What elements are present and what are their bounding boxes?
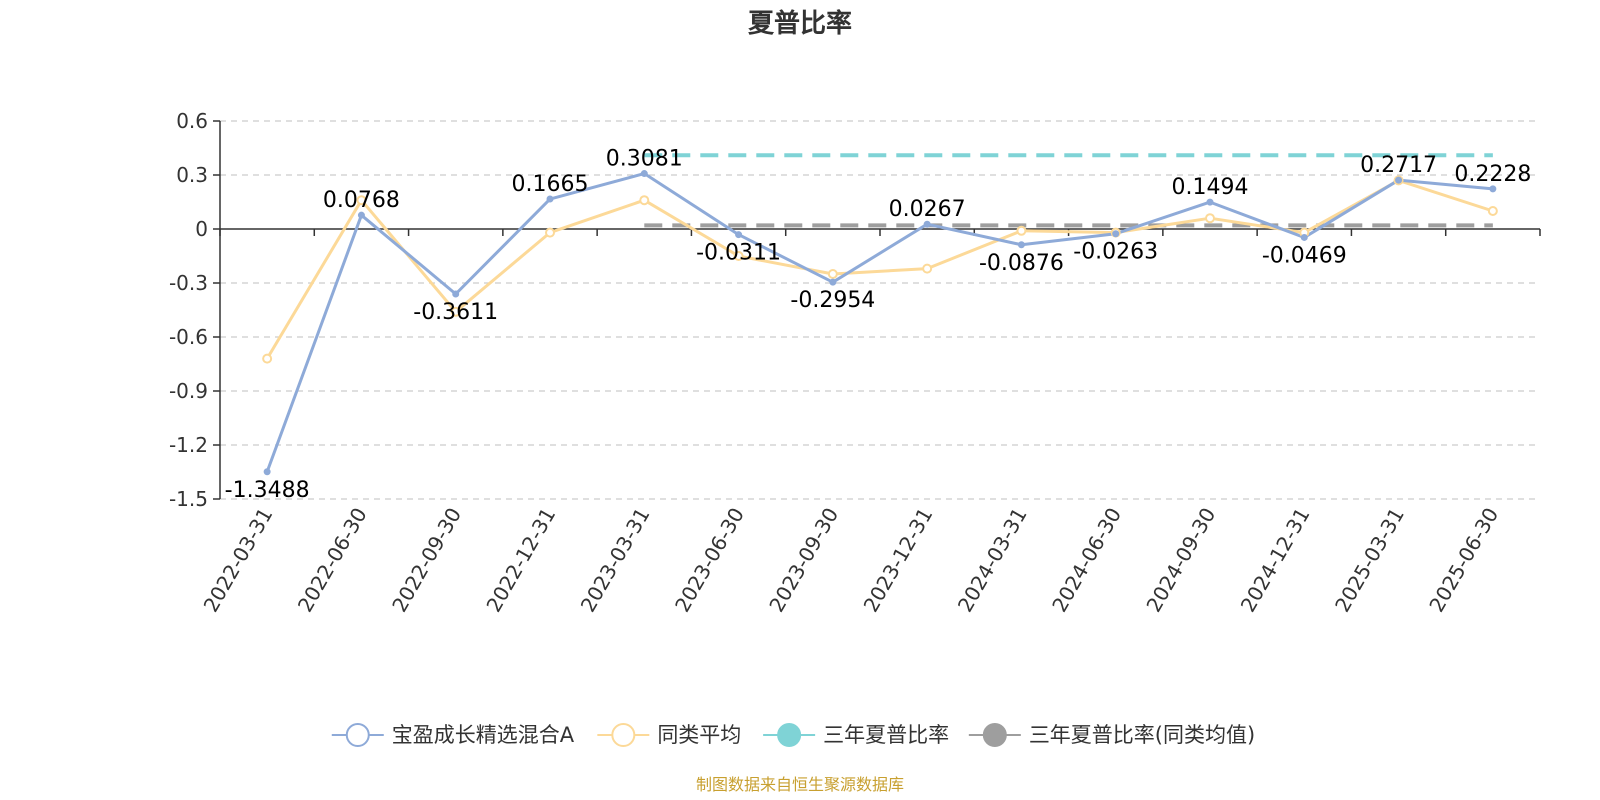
fund-data-label: -1.3488 (225, 478, 310, 503)
peer-average-point (827, 269, 838, 279)
peer-average-point (545, 227, 555, 238)
x-tick-label: 2023-09-30 (764, 504, 843, 617)
fund-data-label: -0.0311 (696, 241, 781, 266)
data-labels: -1.34880.0768-0.36110.16650.3081-0.0311-… (225, 147, 1532, 503)
source-note: 制图数据来自恒生聚源数据库 (696, 775, 904, 794)
fund-data-label: 0.1494 (1172, 175, 1249, 200)
y-tick-label: -1.2 (169, 433, 208, 457)
x-tick-label: 2022-12-31 (481, 504, 560, 617)
fund-data-label: -0.0469 (1262, 243, 1347, 268)
x-tick-label: 2024-09-30 (1141, 504, 1220, 617)
legend-marker-icon (982, 723, 1007, 747)
peer-average-point (262, 353, 273, 364)
x-tick-label: 2024-06-30 (1047, 504, 1126, 617)
y-tick-label: 0.3 (176, 163, 208, 187)
peer-average-point (1016, 225, 1027, 236)
x-tick-label: 2024-03-31 (953, 504, 1032, 617)
legend-label: 宝盈成长精选混合A (392, 723, 575, 747)
fund-point (1489, 185, 1497, 193)
fund-point (452, 290, 460, 298)
fund-point (1206, 198, 1214, 206)
peer-average-point (922, 263, 933, 274)
fund-point (1300, 233, 1308, 241)
legend-item-4[interactable]: 三年夏普比率(同类均值) (968, 723, 1255, 747)
series-line-fund (265, 172, 1493, 473)
fund-point (923, 220, 931, 228)
fund-data-label: 0.0768 (323, 188, 400, 213)
y-tick-label: -0.3 (169, 271, 208, 295)
legend[interactable]: 宝盈成长精选混合A 同类平均 三年夏普比率 三年夏普比率(同类均值) (331, 723, 1255, 747)
legend-item-3[interactable]: 三年夏普比率 (763, 723, 949, 747)
legend-marker-icon (611, 723, 636, 747)
fund-data-label: -0.2954 (790, 288, 875, 313)
grid-lines (220, 120, 1540, 500)
legend-item-1[interactable]: 宝盈成长精选混合A (331, 723, 575, 747)
y-tick-label: -0.6 (169, 325, 208, 349)
fund-data-label: 0.1665 (512, 172, 589, 197)
fund-data-label: -0.0876 (979, 251, 1064, 276)
fund-data-label: 0.2228 (1454, 162, 1531, 187)
x-axis-ticks: 2022-03-31 2022-06-30 2022-09-30 2022-12-31… (199, 503, 1504, 616)
x-tick-label: 2022-03-31 (199, 504, 278, 617)
peer-average-point (1205, 213, 1215, 224)
x-tick-label: 2024-12-31 (1236, 504, 1315, 617)
y-axis-ticks: 0.6 0.3 0 -0.3 -0.6 -0.9 -1.2 -1.5 (169, 109, 220, 511)
fund-data-label: 0.3081 (606, 147, 683, 172)
series-line-peer-average (265, 178, 1494, 360)
x-tick-label: 2025-03-31 (1330, 504, 1409, 617)
peer-average-point (1487, 206, 1498, 216)
series-lines (262, 153, 1498, 476)
legend-label: 三年夏普比率(同类均值) (1029, 723, 1255, 747)
fund-point (735, 231, 743, 239)
y-tick-label: -0.9 (169, 379, 208, 403)
chart-title: 夏普比率 (748, 8, 852, 39)
fund-point (1395, 176, 1403, 184)
peer-average-point (639, 195, 650, 206)
fund-point (546, 195, 554, 203)
legend-item-2[interactable]: 同类平均 (597, 723, 741, 747)
fund-data-label: 0.2717 (1360, 153, 1437, 178)
x-tick-label: 2023-12-31 (859, 503, 938, 616)
legend-label: 三年夏普比率 (823, 723, 949, 747)
y-tick-label: 0 (195, 217, 208, 241)
legend-marker-icon (345, 723, 370, 747)
fund-data-label: -0.3611 (413, 300, 498, 325)
peer-average-point (733, 251, 744, 261)
y-tick-label: 0.6 (176, 109, 208, 133)
x-tick-label: 2023-03-31 (576, 504, 655, 617)
fund-point (640, 170, 648, 178)
fund-point (1112, 230, 1120, 238)
x-tick-label: 2022-06-30 (293, 504, 372, 617)
fund-point (263, 468, 271, 476)
peer-average-point (356, 195, 367, 206)
fund-point (357, 211, 365, 219)
y-tick-label: -1.5 (169, 487, 208, 511)
peer-average-point (450, 306, 461, 317)
x-tick-label: 2023-06-30 (670, 504, 749, 617)
fund-point (1017, 241, 1025, 249)
fund-data-label: 0.0267 (889, 197, 966, 222)
fund-data-label: -0.0263 (1073, 240, 1158, 265)
x-tick-label: 2025-06-30 (1424, 504, 1503, 617)
legend-marker-icon (777, 723, 802, 747)
legend-label: 同类平均 (657, 723, 741, 747)
fund-point (829, 278, 837, 286)
x-tick-label: 2022-09-30 (387, 504, 466, 617)
